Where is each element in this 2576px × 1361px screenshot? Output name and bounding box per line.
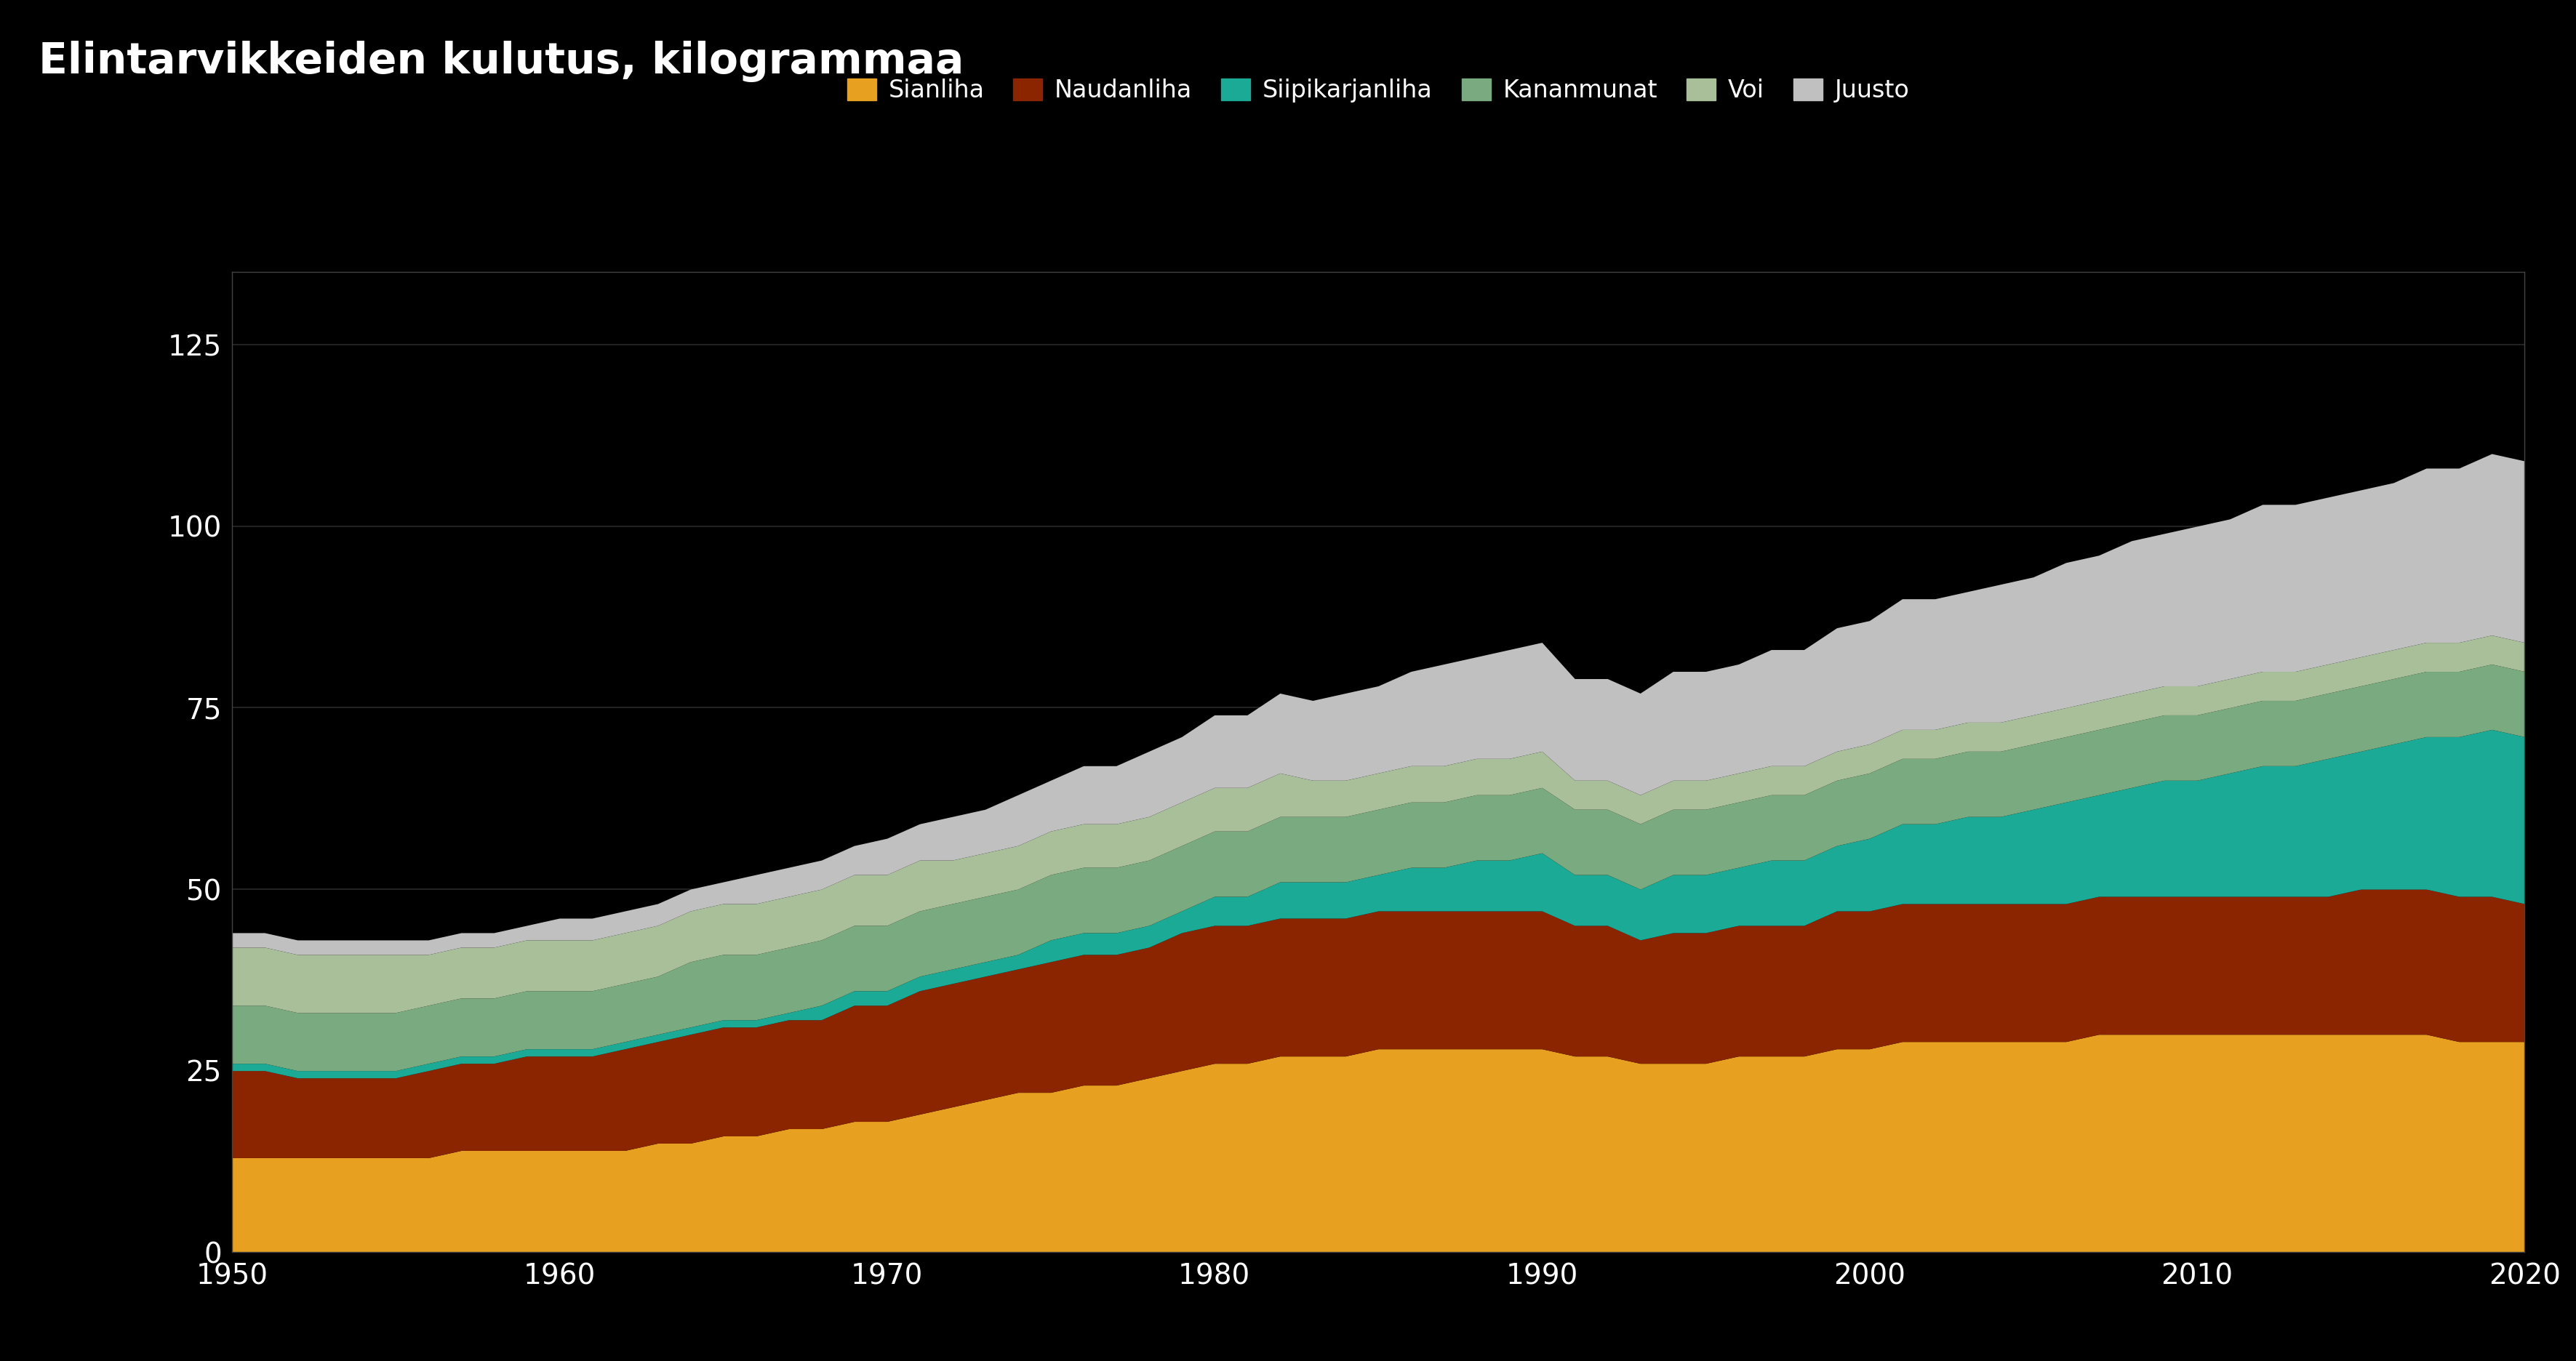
- Text: Elintarvikkeiden kulutus, kilogrammaa: Elintarvikkeiden kulutus, kilogrammaa: [39, 41, 963, 82]
- Legend: Sianliha, Naudanliha, Siipikarjanliha, Kananmunat, Voi, Juusto: Sianliha, Naudanliha, Siipikarjanliha, K…: [837, 69, 1919, 113]
